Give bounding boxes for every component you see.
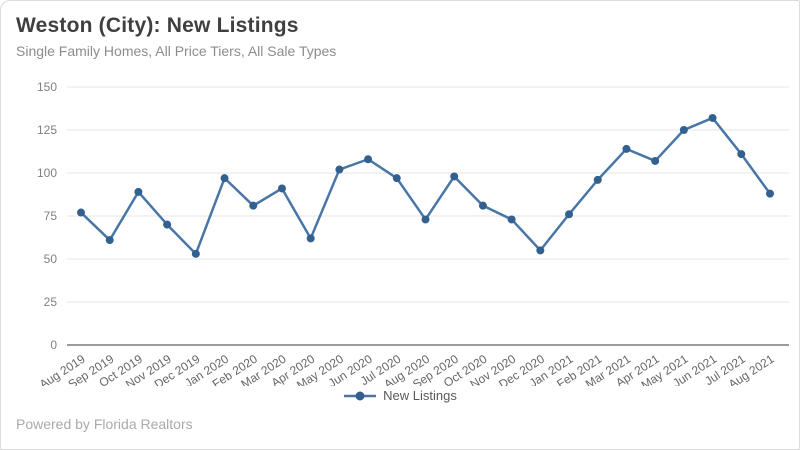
data-point-marker[interactable] — [220, 174, 229, 183]
legend-line-marker-icon — [344, 391, 377, 400]
data-point-marker[interactable] — [478, 201, 487, 210]
y-tick-label: 25 — [44, 295, 58, 309]
data-point-marker[interactable] — [450, 172, 459, 181]
data-point-marker[interactable] — [163, 220, 172, 229]
legend-item-new-listings[interactable]: New Listings — [1, 388, 799, 403]
data-point-marker[interactable] — [622, 144, 631, 153]
y-tick-label: 100 — [37, 166, 57, 180]
data-point-marker[interactable] — [565, 210, 574, 219]
chart-title: Weston (City): New Listings — [16, 14, 299, 37]
data-point-marker[interactable] — [77, 208, 85, 217]
data-point-marker[interactable] — [536, 246, 545, 255]
legend-label: New Listings — [383, 388, 457, 403]
data-point-marker[interactable] — [134, 187, 143, 196]
data-point-marker[interactable] — [737, 150, 746, 159]
powered-by-credit: Powered by Florida Realtors — [16, 416, 193, 432]
data-point-marker[interactable] — [651, 156, 660, 165]
data-point-marker[interactable] — [191, 249, 200, 258]
chart-subtitle: Single Family Homes, All Price Tiers, Al… — [16, 43, 337, 60]
data-point-marker[interactable] — [507, 215, 516, 224]
data-point-marker[interactable] — [593, 175, 602, 184]
data-point-marker[interactable] — [364, 155, 373, 164]
y-tick-label: 125 — [37, 123, 57, 137]
series-line-new-listings — [79, 116, 772, 256]
data-point-marker[interactable] — [679, 126, 688, 134]
data-point-marker[interactable] — [766, 189, 774, 198]
data-point-marker[interactable] — [306, 234, 315, 243]
data-point-marker[interactable] — [249, 201, 258, 210]
data-point-marker[interactable] — [392, 174, 401, 183]
data-point-marker[interactable] — [277, 184, 286, 193]
data-point-marker[interactable] — [421, 215, 430, 224]
y-tick-label: 50 — [44, 252, 58, 266]
y-tick-label: 75 — [44, 209, 58, 223]
y-tick-label: 150 — [37, 80, 57, 94]
data-point-marker[interactable] — [335, 165, 344, 174]
chart-header: Weston (City): New Listings Single Famil… — [16, 13, 784, 60]
data-point-marker[interactable] — [708, 113, 717, 122]
data-point-marker[interactable] — [105, 236, 114, 245]
y-tick-label: 0 — [50, 338, 57, 352]
